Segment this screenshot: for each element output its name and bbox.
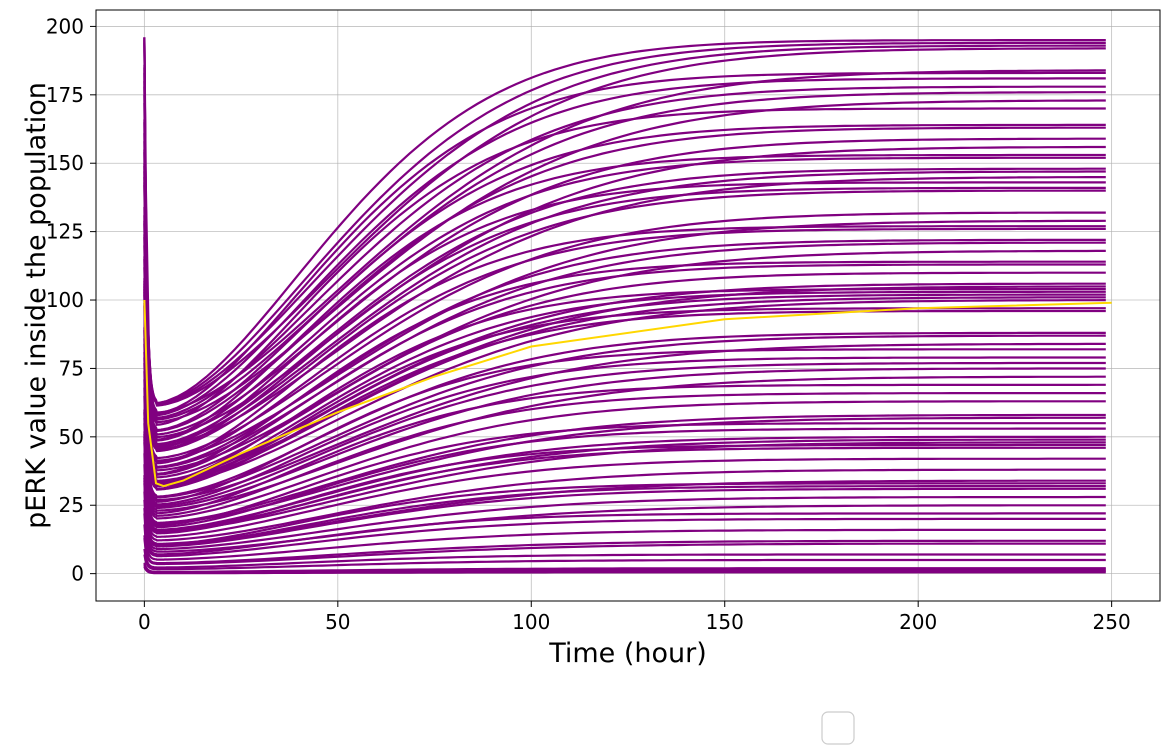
initial-spike-line (143, 37, 151, 355)
population-line (143, 351, 1106, 506)
population-line (143, 305, 1106, 491)
y-tick-label: 0 (71, 562, 84, 586)
x-tick-label: 150 (706, 610, 744, 634)
population-line (143, 215, 1106, 462)
y-axis: 0 25 50 75 100 125 150 175 200 (46, 14, 96, 586)
y-tick-label: 125 (46, 220, 84, 244)
y-tick-label: 150 (46, 151, 84, 175)
population-line (143, 537, 1106, 566)
population-line (143, 362, 1106, 510)
population-line (143, 387, 1106, 517)
population-line (143, 453, 1106, 539)
population-line (143, 483, 1106, 548)
x-tick-label: 200 (899, 610, 937, 634)
population-line (143, 423, 1106, 529)
x-tick-label: 100 (512, 610, 550, 634)
y-tick-label: 25 (59, 493, 84, 517)
population-line (143, 176, 1106, 450)
population-line (143, 491, 1106, 551)
population-line (143, 343, 1106, 503)
population-line (143, 554, 1106, 571)
population-line (143, 548, 1106, 569)
population-line (143, 72, 1106, 417)
population-line (143, 185, 1106, 453)
y-tick-label: 200 (46, 14, 84, 38)
y-tick-label: 50 (59, 425, 84, 449)
population-line (143, 330, 1106, 499)
x-tick-label: 0 (138, 610, 151, 634)
population-line (143, 171, 1106, 448)
population-line (143, 141, 1106, 439)
x-axis: 0 50 100 150 200 250 (138, 601, 1131, 634)
population-line (143, 94, 1106, 424)
population-line (143, 442, 1106, 535)
population-line (143, 102, 1106, 426)
population-line (143, 223, 1106, 465)
y-tick-label: 75 (59, 356, 84, 380)
population-line (143, 507, 1106, 556)
plot-frame (95, 9, 1161, 602)
y-axis-label: pERK value inside the population (21, 82, 52, 529)
population-line (143, 371, 1106, 512)
population-line (143, 86, 1106, 421)
highlight-line (143, 299, 1112, 488)
population-line (143, 122, 1106, 432)
population-line (143, 42, 1106, 407)
population-line (143, 464, 1106, 542)
population-line (143, 152, 1106, 442)
y-tick-label: 175 (46, 83, 84, 107)
population-line (143, 499, 1106, 553)
population-line (143, 267, 1106, 479)
population-line (143, 67, 1106, 415)
population-line (143, 417, 1106, 527)
population-line (143, 338, 1106, 502)
x-tick-label: 250 (1093, 610, 1131, 634)
population-line (143, 245, 1106, 472)
population-line (143, 379, 1106, 515)
mean-series (143, 299, 1112, 488)
population-line (143, 165, 1106, 446)
population-line (143, 566, 1106, 575)
y-tick-label: 100 (46, 288, 84, 312)
x-axis-label: Time (hour) (548, 638, 707, 669)
population-line (143, 258, 1106, 476)
population-series (143, 37, 1106, 575)
legend (821, 711, 855, 745)
population-line (143, 237, 1106, 469)
population-line (143, 395, 1106, 520)
population-line (143, 357, 1106, 508)
population-line (143, 513, 1106, 558)
x-tick-label: 50 (325, 610, 350, 634)
population-line (143, 81, 1106, 419)
population-line (143, 524, 1106, 561)
